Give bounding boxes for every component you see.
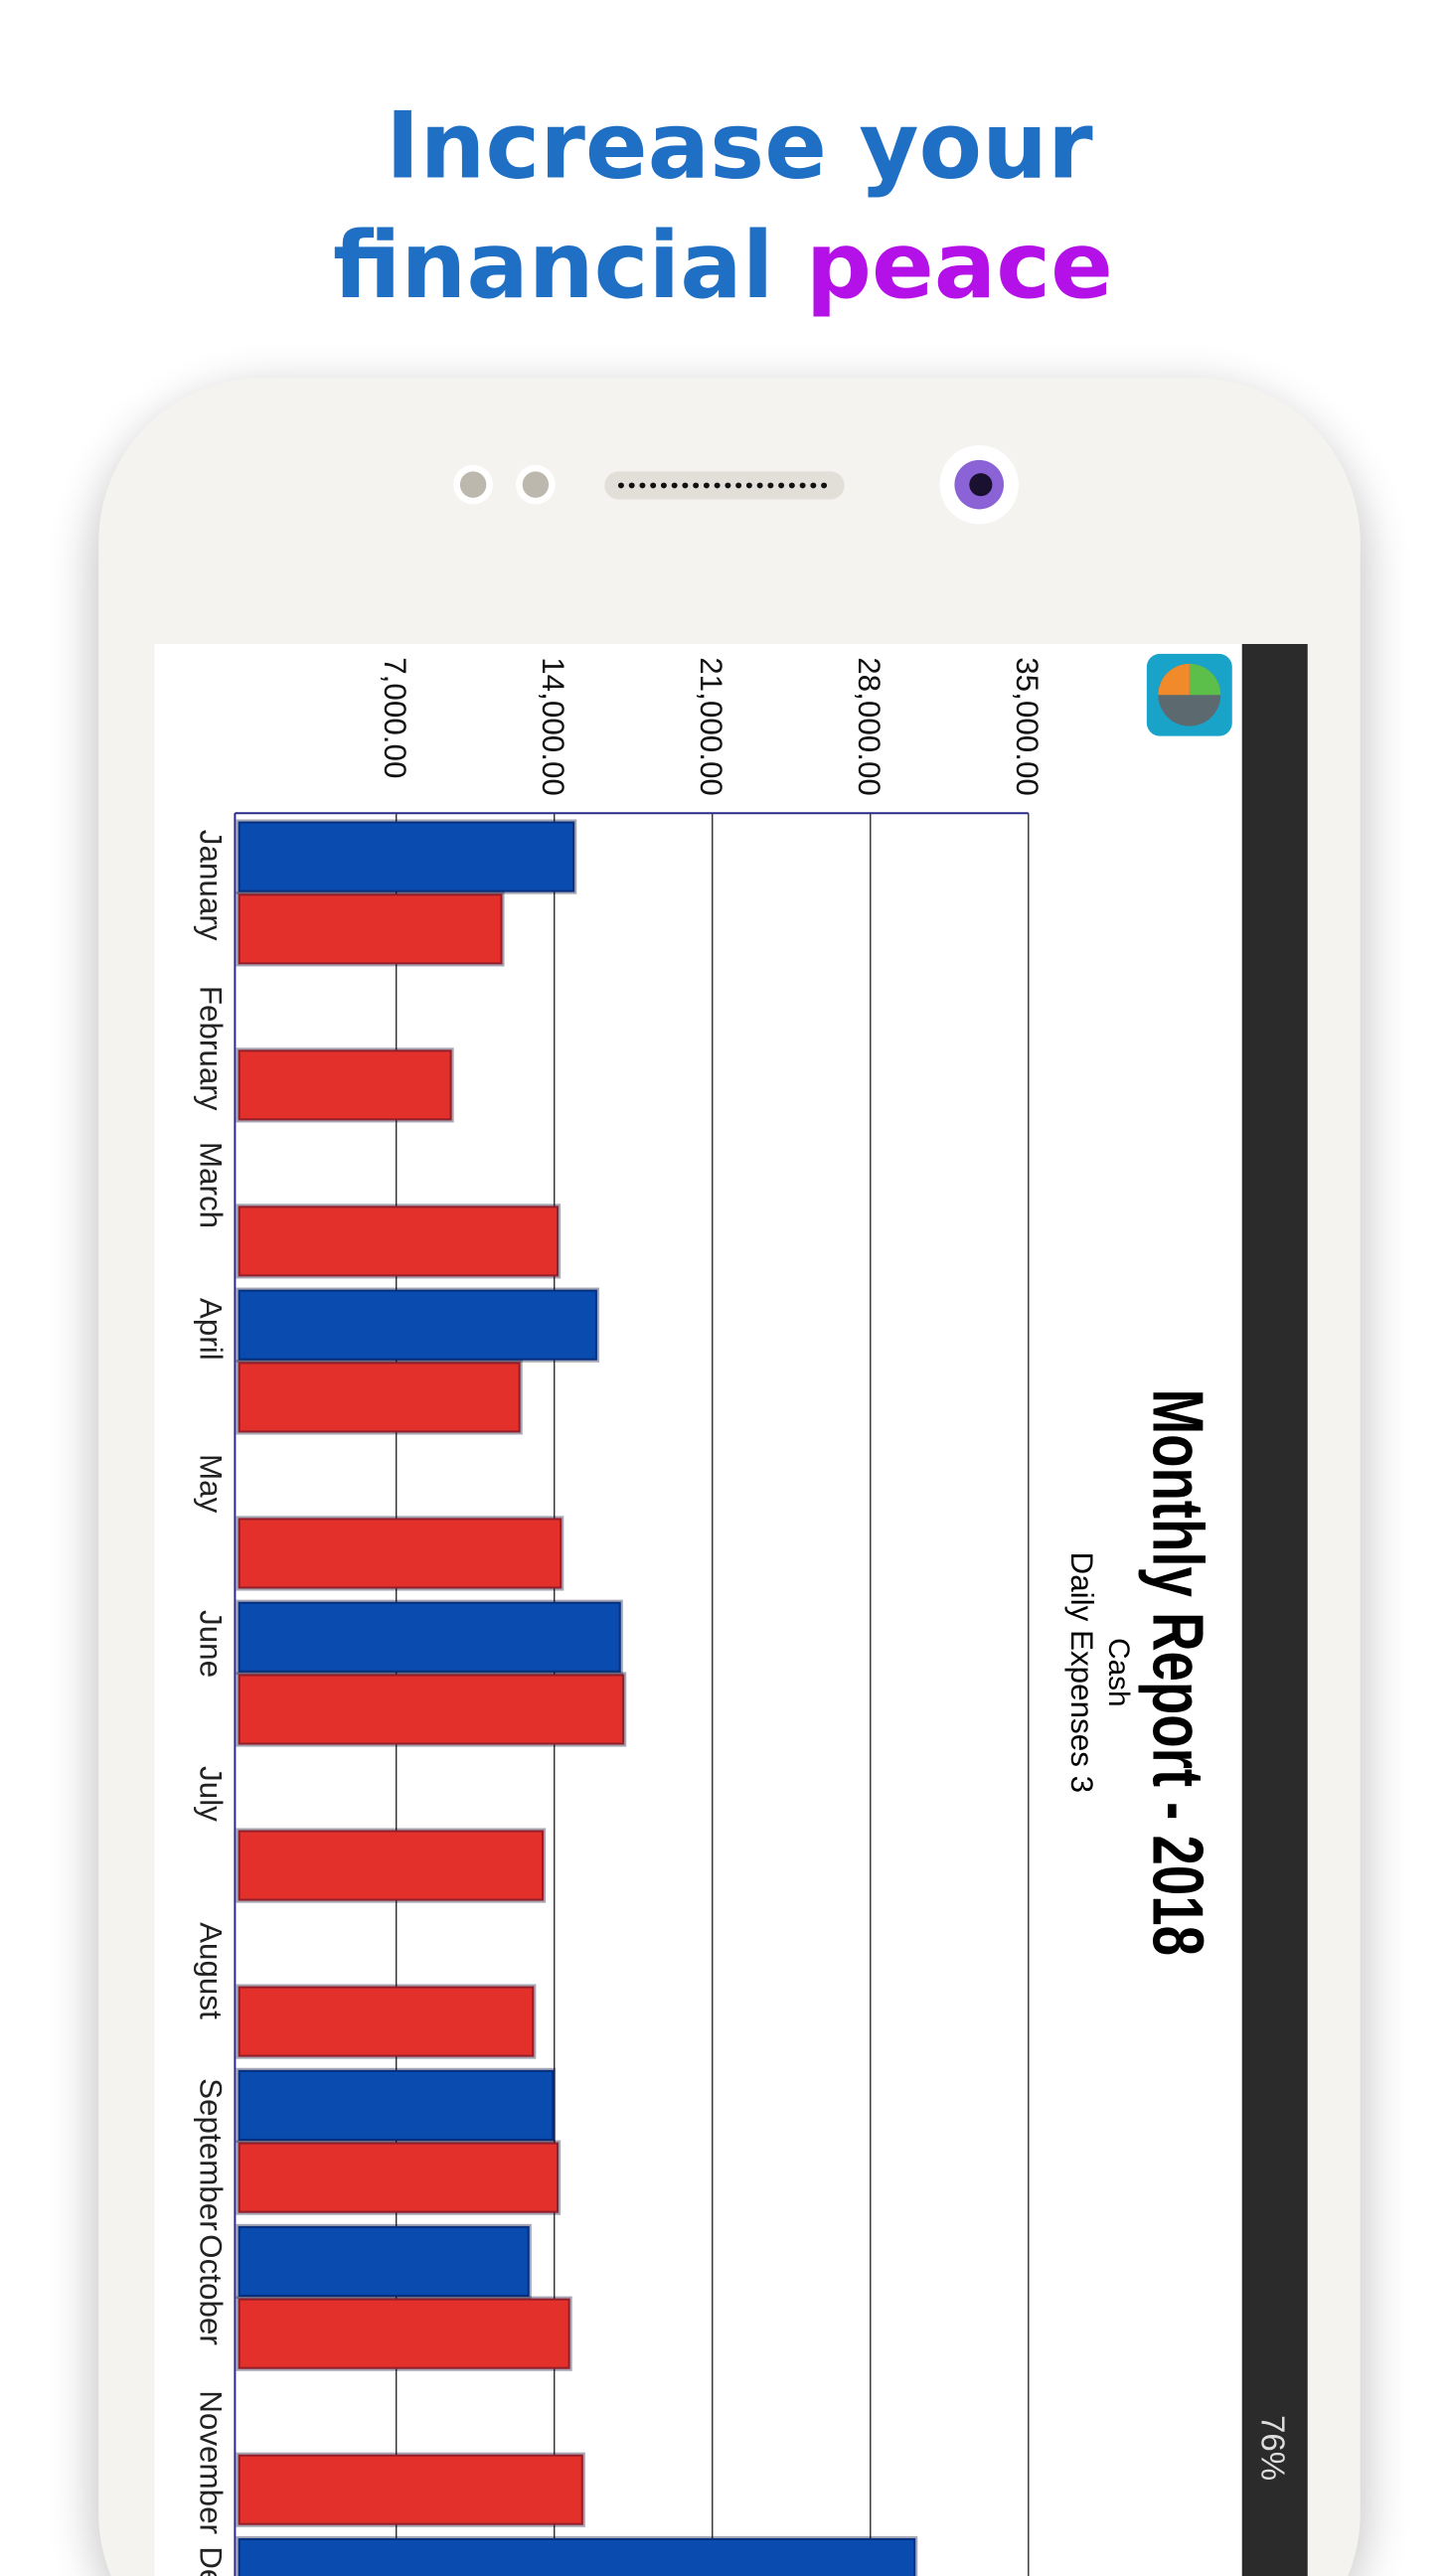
bar <box>236 2452 585 2527</box>
bar <box>236 1672 627 1747</box>
speaker <box>604 471 845 500</box>
app-icon-slice <box>1189 663 1221 696</box>
bar <box>236 1204 562 1279</box>
bar <box>236 1360 523 1435</box>
tick-label: 14,000.00 <box>536 657 570 796</box>
headline-line2: financial peace <box>333 212 1113 319</box>
bar <box>236 2067 557 2144</box>
bar <box>236 891 505 967</box>
chart-title: Monthly Report - 2018 <box>1137 1389 1217 1956</box>
category-label: October <box>194 2234 229 2345</box>
sensor-dot <box>522 471 550 498</box>
bar <box>236 1599 623 1675</box>
bar <box>236 1047 454 1123</box>
bar <box>236 819 577 894</box>
screen: 76% Monthly Report - 2018 Cash Daily Exp… <box>154 644 1308 2576</box>
chart: Monthly Report - 2018 Cash Daily Expense… <box>194 657 1217 2576</box>
tick-label: 7,000.00 <box>378 657 412 778</box>
category-label: July <box>194 1766 229 1822</box>
bar <box>236 2140 562 2215</box>
bar <box>236 2223 532 2300</box>
bar <box>236 2296 572 2371</box>
camera-lens <box>969 473 993 497</box>
status-bar <box>1241 644 1308 2576</box>
bar <box>236 1287 599 1363</box>
category-label: March <box>194 1142 229 1228</box>
battery-text: 76% <box>1254 2415 1291 2481</box>
category-label: May <box>194 1454 229 1514</box>
category-label: November <box>194 2390 229 2534</box>
chart-subtitle: Cash <box>1102 1638 1135 1706</box>
bar <box>236 1984 537 2059</box>
tick-label: 28,000.00 <box>852 657 886 796</box>
category-label: February <box>194 986 229 1111</box>
category-label: December <box>194 2546 229 2576</box>
app-icon-slice <box>1158 663 1190 696</box>
bar <box>236 1516 564 1591</box>
category-label: September <box>194 2078 229 2231</box>
category-label: August <box>194 1922 229 2019</box>
category-label: June <box>194 1610 229 1678</box>
category-label: April <box>194 1298 229 1361</box>
bar <box>236 2535 918 2576</box>
bar <box>236 1828 547 1903</box>
tick-label: 35,000.00 <box>1010 657 1045 796</box>
chart-subtitle: Daily Expenses 3 <box>1064 1552 1099 1794</box>
sensor-dot <box>459 471 487 498</box>
headline-accent: peace <box>806 212 1113 319</box>
headline-line1: Increase your <box>386 92 1093 200</box>
tick-label: 21,000.00 <box>694 657 728 796</box>
headline-word: financial <box>333 212 774 319</box>
category-label: January <box>194 830 229 941</box>
